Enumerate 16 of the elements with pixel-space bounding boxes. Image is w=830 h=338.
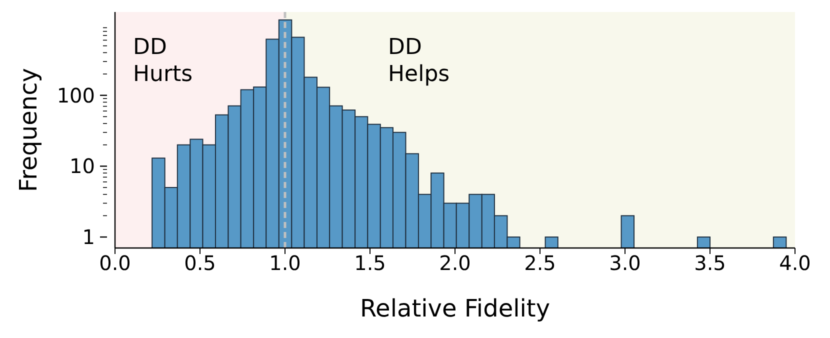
x-tick-label: 4.0	[779, 251, 811, 276]
x-tick-label: 3.0	[609, 251, 641, 276]
x-tick-label: 0.5	[184, 251, 216, 276]
y-tick-label: 1	[82, 225, 95, 250]
x-tick-label: 0.0	[99, 251, 131, 276]
x-tick-label: 3.5	[694, 251, 726, 276]
x-tick-label: 2.0	[439, 251, 471, 276]
x-tick-label: 1.0	[269, 251, 301, 276]
y-tick-label: 10	[70, 154, 95, 178]
band-label: DD Helps	[388, 35, 450, 87]
y-axis-title: Frequency	[14, 68, 43, 192]
x-tick-label: 2.5	[524, 251, 556, 276]
x-tick-label: 1.5	[354, 251, 386, 276]
x-axis-title: Relative Fidelity	[360, 294, 550, 323]
band-label: DD Hurts	[133, 35, 193, 87]
y-tick-label: 100	[56, 83, 95, 108]
